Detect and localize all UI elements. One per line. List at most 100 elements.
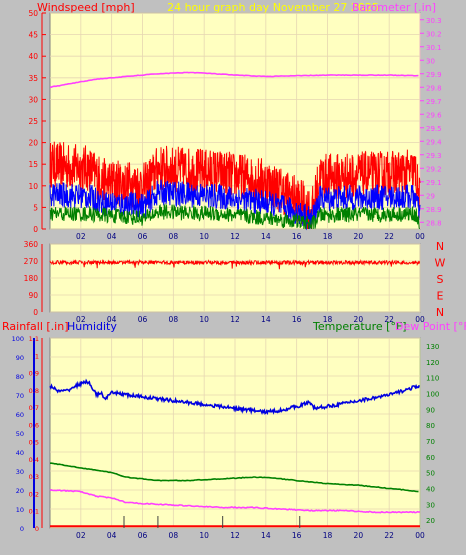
x-tick-label: 06 xyxy=(138,531,148,540)
temperature-tick-label: 130 xyxy=(426,343,439,351)
windspeed-tick-label: 45 xyxy=(28,31,38,40)
x-tick-label: 12 xyxy=(230,232,240,241)
barometer-line xyxy=(49,71,419,88)
humidity-tick-label: 80 xyxy=(16,373,24,381)
rainfall-tick-label: 0.1 xyxy=(29,508,39,516)
wind-gust-line xyxy=(49,141,421,230)
temperature-tick-label: 40 xyxy=(426,485,435,493)
windspeed-tick-label: 5 xyxy=(33,203,38,212)
rainfall-tick-label: 0.6 xyxy=(29,421,39,429)
x-tick-label: 20 xyxy=(354,232,364,241)
barometer-tick-label: 29.9 xyxy=(426,71,442,79)
x-tick-label: 14 xyxy=(261,232,271,241)
x-tick-label: 06 xyxy=(138,232,148,241)
temperature-tick-label: 30 xyxy=(426,501,435,509)
x-tick-label: 02 xyxy=(76,315,86,324)
direction-tick-label: 90 xyxy=(28,291,38,300)
x-tick-label: 18 xyxy=(323,315,333,324)
windspeed-tick-label: 10 xyxy=(28,182,38,191)
humidity-tick-label: 20 xyxy=(16,487,24,495)
x-tick-label: 18 xyxy=(323,531,333,540)
temperature-title: Temperature [°F] xyxy=(312,320,407,333)
x-tick-label: 00 xyxy=(415,315,425,324)
direction-tick-label: 180 xyxy=(24,274,39,283)
windspeed-tick-label: 50 xyxy=(28,9,38,18)
x-tick-label: 12 xyxy=(230,531,240,540)
direction-tick-label: 270 xyxy=(24,257,39,266)
temperature-tick-label: 50 xyxy=(426,470,435,478)
windspeed-title: Windspeed [mph] xyxy=(37,1,135,14)
x-tick-label: 20 xyxy=(354,315,364,324)
wind-direction-line xyxy=(49,258,420,270)
x-tick-label: 02 xyxy=(76,531,86,540)
x-tick-label: 22 xyxy=(384,531,394,540)
windspeed-tick-label: 0 xyxy=(33,225,38,234)
rainfall-tick-label: 0.8 xyxy=(29,387,39,395)
temperature-tick-label: 70 xyxy=(426,438,435,446)
dew-point-line xyxy=(49,489,421,514)
windspeed-tick-label: 30 xyxy=(28,95,38,104)
barometer-tick-label: 30.1 xyxy=(426,44,442,52)
barometer-tick-label: 29.6 xyxy=(426,111,442,119)
x-tick-label: 10 xyxy=(199,315,209,324)
barometer-tick-label: 29.5 xyxy=(426,125,442,133)
x-tick-label: 04 xyxy=(107,232,117,241)
x-tick-label: 00 xyxy=(415,531,425,540)
humidity-tick-label: 90 xyxy=(16,354,24,362)
rainfall-tick-label: 0.3 xyxy=(29,473,39,481)
windspeed-tick-label: 40 xyxy=(28,52,38,61)
compass-label: E xyxy=(437,290,444,303)
barometer-tick-label: 29.7 xyxy=(426,98,442,106)
x-tick-label: 08 xyxy=(169,315,179,324)
x-tick-label: 08 xyxy=(169,531,179,540)
temperature-line xyxy=(50,462,419,493)
x-tick-label: 10 xyxy=(199,232,209,241)
wind-low-line xyxy=(49,203,420,230)
barometer-tick-label: 29.4 xyxy=(426,138,442,146)
rainfall-tick-label: 1.1 xyxy=(29,335,39,343)
x-tick-label: 16 xyxy=(292,531,302,540)
x-tick-label: 04 xyxy=(107,315,117,324)
barometer-title: Barometer [.in] xyxy=(352,1,436,14)
temperature-tick-label: 90 xyxy=(426,406,435,414)
x-tick-label: 08 xyxy=(169,232,179,241)
barometer-tick-label: 30 xyxy=(426,57,435,65)
data-series xyxy=(49,71,421,528)
barometer-tick-label: 29.2 xyxy=(426,165,442,173)
humidity-tick-label: 70 xyxy=(16,392,24,400)
direction-tick-label: 0 xyxy=(33,308,38,317)
x-tick-label: 06 xyxy=(138,315,148,324)
windspeed-tick-label: 20 xyxy=(28,139,38,148)
rainfall-tick-label: 1 xyxy=(35,352,39,360)
temperature-tick-label: 80 xyxy=(426,422,435,430)
barometer-tick-label: 29.1 xyxy=(426,179,442,187)
temperature-tick-label: 100 xyxy=(426,390,439,398)
dew-point-title: Dew Point [°F] xyxy=(395,320,466,333)
barometer-tick-label: 29.8 xyxy=(426,84,442,92)
humidity-line xyxy=(49,378,420,416)
humidity-tick-label: 10 xyxy=(16,506,24,514)
rainfall-tick-label: 0 xyxy=(35,525,39,533)
x-tick-label: 22 xyxy=(384,232,394,241)
x-tick-label: 12 xyxy=(230,315,240,324)
humidity-tick-label: 100 xyxy=(12,335,24,343)
humidity-tick-label: 0 xyxy=(20,525,24,533)
direction-tick-label: 360 xyxy=(24,240,39,249)
barometer-tick-label: 30.2 xyxy=(426,30,442,38)
x-tick-label: 20 xyxy=(354,531,364,540)
x-tick-label: 16 xyxy=(292,315,302,324)
barometer-tick-label: 28.8 xyxy=(426,219,442,227)
temperature-tick-label: 60 xyxy=(426,454,435,462)
x-tick-label: 16 xyxy=(292,232,302,241)
humidity-tick-label: 50 xyxy=(16,430,24,438)
compass-label: N xyxy=(436,240,444,253)
x-tick-label: 00 xyxy=(415,232,425,241)
rainfall-tick-label: 0.7 xyxy=(29,404,39,412)
barometer-tick-label: 30.3 xyxy=(426,17,442,25)
x-tick-label: 04 xyxy=(107,531,117,540)
x-tick-label: 14 xyxy=(261,531,271,540)
humidity-tick-label: 40 xyxy=(16,449,24,457)
x-tick-label: 18 xyxy=(323,232,333,241)
